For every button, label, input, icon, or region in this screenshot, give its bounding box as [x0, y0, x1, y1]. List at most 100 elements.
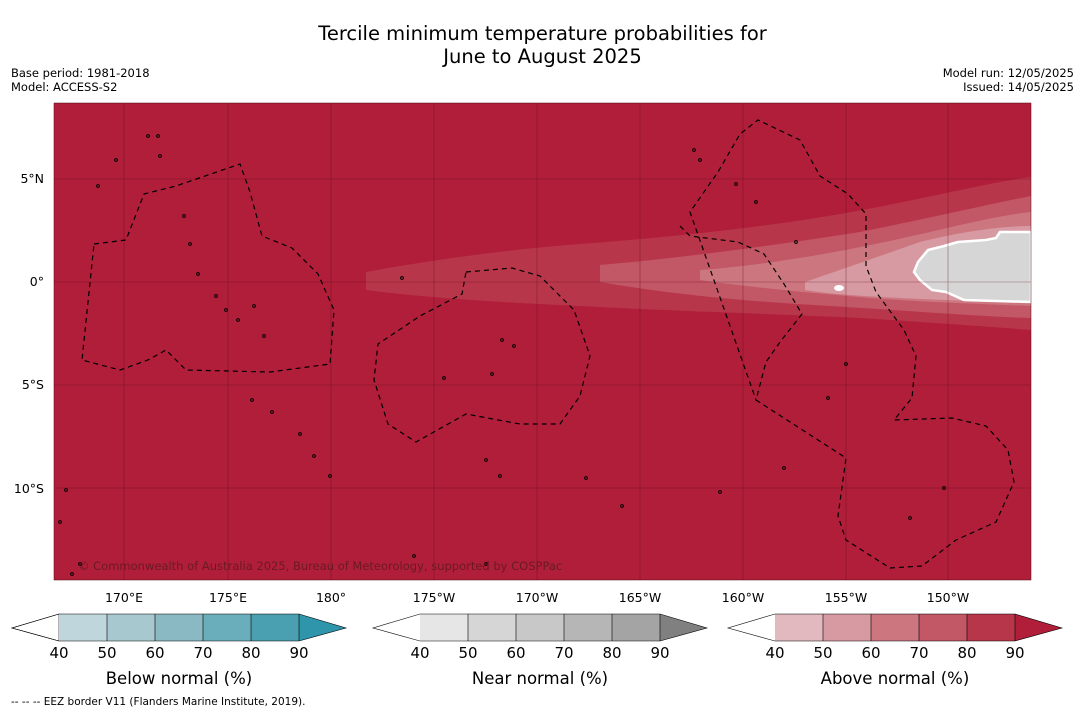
legend-above-normal: 40 50 60 70 80 90 Above normal (%) — [726, 613, 1064, 688]
island-outline — [214, 294, 218, 298]
legend-below-bin-4 — [203, 614, 251, 641]
legend-above-tick: 70 — [909, 644, 928, 662]
lon-label-180: 180° — [316, 590, 346, 605]
island-outline — [584, 476, 588, 480]
legend-near-tick: 40 — [410, 644, 429, 662]
base-period: Base period: 1981-2018 — [11, 66, 150, 80]
legend-above-arrow-high — [1015, 614, 1062, 641]
island-outline — [734, 182, 738, 186]
legend-near-tick: 80 — [602, 644, 621, 662]
island-outline — [512, 344, 516, 348]
legend-below-tick: 60 — [145, 644, 164, 662]
island-outline — [78, 562, 82, 566]
island-outline — [252, 304, 256, 308]
island-outline — [484, 458, 488, 462]
eez-footnote: -- -- -- EEZ border V11 (Flanders Marine… — [11, 696, 306, 708]
lon-label-150w: 150°W — [927, 590, 969, 605]
lat-label-0: 0° — [30, 274, 44, 289]
legend-near-arrow-high — [660, 614, 707, 641]
issued-date: Issued: 14/05/2025 — [963, 80, 1074, 94]
eez-borders — [81, 119, 1015, 569]
legend-below-bin-2 — [107, 614, 155, 641]
legend-above-arrow-low — [728, 614, 775, 641]
legend-above-bin-2 — [823, 614, 871, 641]
legend-below-tick: 80 — [241, 644, 260, 662]
island-outline — [692, 148, 696, 152]
legend-above-tick: 60 — [861, 644, 880, 662]
meta-right: Model run: 12/05/2025 Issued: 14/05/2025 — [943, 66, 1074, 94]
island-outline — [114, 158, 118, 162]
legend-near-bin-3 — [516, 614, 564, 641]
island-outline — [188, 242, 192, 246]
near-normal-spot — [834, 285, 844, 291]
island-outline — [70, 572, 74, 576]
gridlines — [54, 103, 1031, 580]
island-outline — [500, 338, 504, 342]
legend-below-tick: 50 — [97, 644, 116, 662]
island-outline — [250, 398, 254, 402]
legend-below-normal: 40 50 60 70 80 90 Below normal (%) — [10, 613, 348, 688]
island-outline — [270, 410, 274, 414]
legend-above-tick: 50 — [813, 644, 832, 662]
island-outline — [844, 362, 848, 366]
island-outline — [156, 134, 160, 138]
map-background — [54, 103, 1031, 580]
island-outline — [236, 318, 240, 322]
legend-below-label: Below normal (%) — [106, 669, 253, 688]
legend-below-arrow-low — [10, 613, 60, 642]
island-outline — [484, 562, 488, 566]
legend-near-bin-4 — [564, 614, 612, 641]
island-outline — [224, 308, 228, 312]
island-outline — [64, 488, 68, 492]
island-outline — [442, 376, 446, 380]
legend-below-bin-3 — [155, 614, 203, 641]
legend-near-tick: 50 — [458, 644, 477, 662]
legend-near-tick: 70 — [554, 644, 573, 662]
legend-above-tick: 80 — [957, 644, 976, 662]
island-outline — [794, 240, 798, 244]
lon-label-175w: 175°W — [413, 590, 455, 605]
island-outline — [400, 276, 404, 280]
island-outline — [158, 154, 162, 158]
legend-near-normal: 40 50 60 70 80 90 Near normal (%) — [371, 613, 709, 688]
lon-label-175e: 175°E — [209, 590, 247, 605]
island-outline — [718, 490, 722, 494]
island-outline — [328, 474, 332, 478]
island-outline — [490, 372, 494, 376]
legend-below-tick: 90 — [289, 644, 308, 662]
island-outline — [498, 474, 502, 478]
lat-label-5n: 5°N — [20, 171, 44, 186]
legend-near-bin-1 — [420, 614, 468, 641]
island-outline — [754, 200, 758, 204]
chart-title: Tercile minimum temperature probabilitie… — [0, 22, 1085, 68]
legend-below-tick: 70 — [193, 644, 212, 662]
legend-above-bin-5 — [967, 614, 1015, 641]
map-frame — [53, 102, 1032, 581]
island-outline — [298, 432, 302, 436]
island-outline — [58, 520, 62, 524]
legend-above-bin-4 — [919, 614, 967, 641]
island-outline — [908, 516, 912, 520]
model-run: Model run: 12/05/2025 — [942, 66, 1074, 80]
lon-label-155w: 155°W — [825, 590, 867, 605]
legend-near-tick: 90 — [650, 644, 669, 662]
legend-near-label: Near normal (%) — [472, 669, 608, 688]
island-outline — [146, 134, 150, 138]
copyright-text: © Commonwealth of Australia 2025, Bureau… — [78, 559, 562, 573]
island-outline — [312, 454, 316, 458]
title-line-2: June to August 2025 — [443, 45, 642, 68]
title-line-1: Tercile minimum temperature probabilitie… — [318, 22, 767, 45]
legend-above-label: Above normal (%) — [821, 669, 970, 688]
eez-kiribati-phoenix — [373, 267, 591, 443]
island-outline — [96, 184, 100, 188]
eez-kiribati-gilbert — [81, 163, 335, 373]
legend-near-tick: 60 — [506, 644, 525, 662]
legend-above-bin-1 — [775, 614, 823, 641]
legend-above-bin-3 — [871, 614, 919, 641]
island-outline — [262, 334, 266, 338]
legend-near-bin-5 — [612, 614, 660, 641]
legend-below-bin-1 — [59, 614, 107, 641]
lon-label-165w: 165°W — [619, 590, 661, 605]
legend-above-tick: 90 — [1005, 644, 1024, 662]
island-outline — [942, 486, 946, 490]
